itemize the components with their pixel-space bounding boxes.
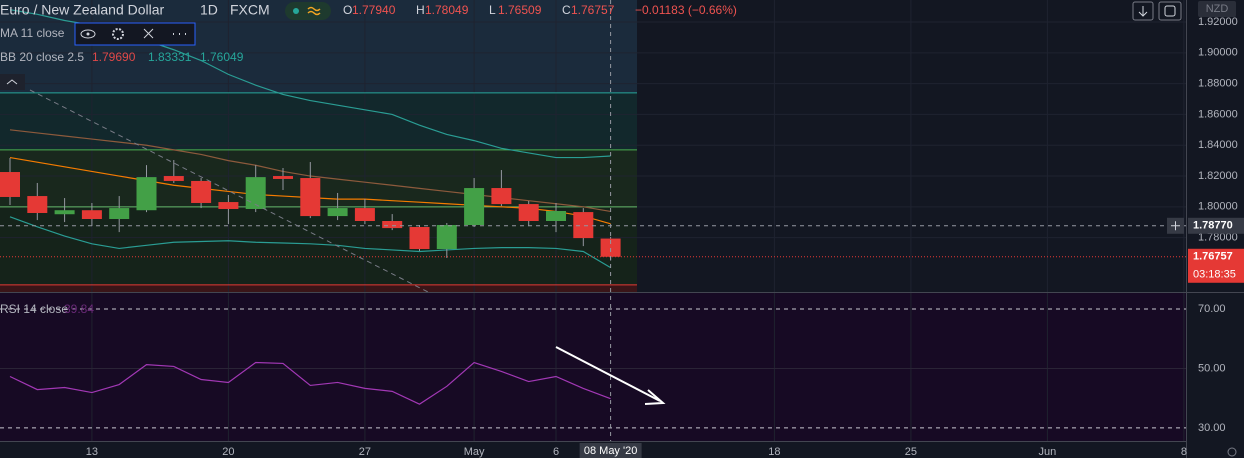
collapse-legend[interactable] bbox=[0, 74, 25, 90]
candle-body bbox=[382, 221, 403, 229]
zone bbox=[0, 284, 637, 292]
currency: NZD bbox=[1206, 3, 1229, 15]
bb-legend: BB 20 close 2.5 bbox=[0, 50, 84, 64]
x-tick-label: 8 bbox=[1181, 446, 1187, 458]
x-tick-label: 13 bbox=[86, 446, 98, 458]
y-tick-label: 1.88000 bbox=[1198, 78, 1238, 90]
rsi-legend: RSI 14 close bbox=[0, 302, 68, 316]
currency-badge[interactable] bbox=[1198, 1, 1236, 17]
ohlc-value: 1.76509 bbox=[498, 3, 542, 17]
change: −0.01183 (−0.66%) bbox=[635, 3, 737, 17]
x-tick-label: 6 bbox=[553, 446, 559, 458]
candle-body bbox=[573, 212, 594, 239]
candle-body bbox=[81, 210, 102, 219]
eye-button[interactable] bbox=[80, 29, 96, 39]
candle-body bbox=[27, 196, 48, 213]
y-tick-label: 1.84000 bbox=[1198, 139, 1238, 151]
y-tick-label: 30.00 bbox=[1198, 422, 1226, 434]
candle-body bbox=[546, 210, 566, 222]
ohlc-label: O bbox=[343, 3, 352, 17]
candle-body bbox=[54, 210, 75, 215]
symbol: Euro / New Zealand Dollar bbox=[0, 2, 165, 18]
bb-value: 1.79690 bbox=[92, 50, 136, 64]
source: FXCM bbox=[230, 2, 270, 18]
candle-body bbox=[354, 208, 375, 222]
y-tick-label: 1.78000 bbox=[1198, 232, 1238, 244]
rsi-line bbox=[9, 361, 611, 405]
trend-line bbox=[29, 89, 429, 293]
candle-body bbox=[600, 238, 621, 257]
ohlc-value: 1.78049 bbox=[425, 3, 469, 17]
candle-body bbox=[327, 208, 348, 217]
x-tick-label: Jun bbox=[1039, 446, 1057, 458]
add-icon bbox=[1171, 221, 1180, 231]
ohlc-value: 1.77940 bbox=[352, 3, 396, 17]
indicator-line bbox=[9, 216, 611, 269]
remove-button[interactable] bbox=[143, 28, 154, 39]
maximize-button[interactable] bbox=[1158, 1, 1182, 21]
candle-body bbox=[409, 227, 430, 250]
candle-body bbox=[300, 178, 321, 217]
y-tick-label: 1.86000 bbox=[1198, 108, 1238, 120]
eye-pupil bbox=[86, 32, 90, 36]
candle-body bbox=[0, 172, 20, 197]
crosshair-date: 08 May '20 bbox=[584, 445, 637, 457]
maximize-icon bbox=[1164, 5, 1176, 17]
crosshair-date-box bbox=[579, 443, 642, 458]
settings-gear[interactable] bbox=[1227, 447, 1237, 457]
ohlc-value: 1.76757 bbox=[571, 3, 615, 17]
ohlc-label: C bbox=[562, 3, 571, 17]
ohlc-label: L bbox=[489, 3, 496, 17]
arrow-head bbox=[644, 389, 666, 405]
ma-legend: MA 11 close bbox=[0, 26, 65, 40]
candle-body bbox=[518, 204, 539, 222]
bb-values: 1.79690 1.83331 1.76049 bbox=[92, 50, 244, 64]
interval: 1D bbox=[200, 2, 218, 18]
x-tick-label: May bbox=[464, 446, 485, 458]
chevron bbox=[6, 79, 18, 85]
marks bbox=[0, 0, 1186, 441]
candle-body bbox=[136, 177, 157, 211]
y-tick-label: 1.82000 bbox=[1198, 170, 1238, 182]
y-tick-label: 50.00 bbox=[1198, 362, 1226, 374]
y-tick-label: 1.90000 bbox=[1198, 47, 1238, 59]
last-price: 1.76757 bbox=[1193, 251, 1233, 263]
collapse-button[interactable] bbox=[1132, 1, 1154, 21]
x-tick-label: 20 bbox=[222, 446, 234, 458]
arrow bbox=[555, 346, 661, 402]
last-price-box bbox=[1188, 248, 1244, 283]
collapse-icon bbox=[1138, 6, 1148, 17]
candle-body bbox=[191, 180, 212, 203]
candle-body bbox=[436, 225, 457, 250]
bb-value: 1.76049 bbox=[200, 50, 244, 64]
axis-labels: 1.78000 1.80000 1.82000 1.84000 1.86000 1.880… bbox=[86, 16, 1244, 458]
legend-toolbar bbox=[74, 22, 196, 46]
settings-button[interactable] bbox=[112, 28, 124, 40]
status-button[interactable] bbox=[285, 2, 331, 20]
x-tick-label: 18 bbox=[768, 446, 780, 458]
status-dot bbox=[293, 8, 299, 14]
candle-body bbox=[109, 208, 130, 219]
y-tick-label: 70.00 bbox=[1198, 303, 1226, 315]
crosshair-price-box bbox=[1188, 217, 1244, 234]
x-tick-label: 27 bbox=[359, 446, 371, 458]
candle-body bbox=[464, 188, 485, 226]
crosshair-price: 1.78770 bbox=[1193, 220, 1233, 232]
status-icon bbox=[307, 6, 321, 16]
y-tick-label: 1.92000 bbox=[1198, 16, 1238, 28]
candle-body bbox=[218, 202, 239, 209]
candle-body bbox=[245, 177, 266, 209]
candle-body bbox=[491, 188, 512, 205]
rsi-value: 39.84 bbox=[64, 302, 94, 316]
ohlc-label: H bbox=[416, 3, 425, 17]
candle-body bbox=[163, 176, 184, 181]
y-tick-label: 1.80000 bbox=[1198, 201, 1238, 213]
countdown: 03:18:35 bbox=[1193, 269, 1236, 281]
x-tick-label: 25 bbox=[905, 446, 917, 458]
ohlc: O 1.77940 H 1.78049 L 1.76509 C 1.76757 −0.01183… bbox=[343, 3, 737, 17]
candle-body bbox=[273, 176, 293, 179]
bb-value: 1.83331 bbox=[148, 50, 192, 64]
